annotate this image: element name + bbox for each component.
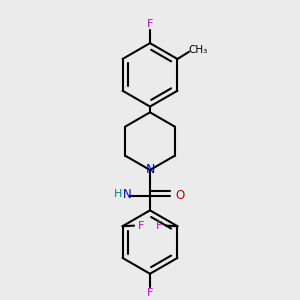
Text: F: F [155, 220, 162, 231]
Text: F: F [147, 20, 153, 29]
Text: F: F [147, 287, 153, 298]
Text: N: N [145, 164, 155, 176]
Text: H: H [113, 190, 122, 200]
Text: N: N [123, 188, 132, 201]
Text: O: O [176, 189, 185, 203]
Text: F: F [138, 220, 145, 231]
Text: CH₃: CH₃ [189, 45, 208, 55]
